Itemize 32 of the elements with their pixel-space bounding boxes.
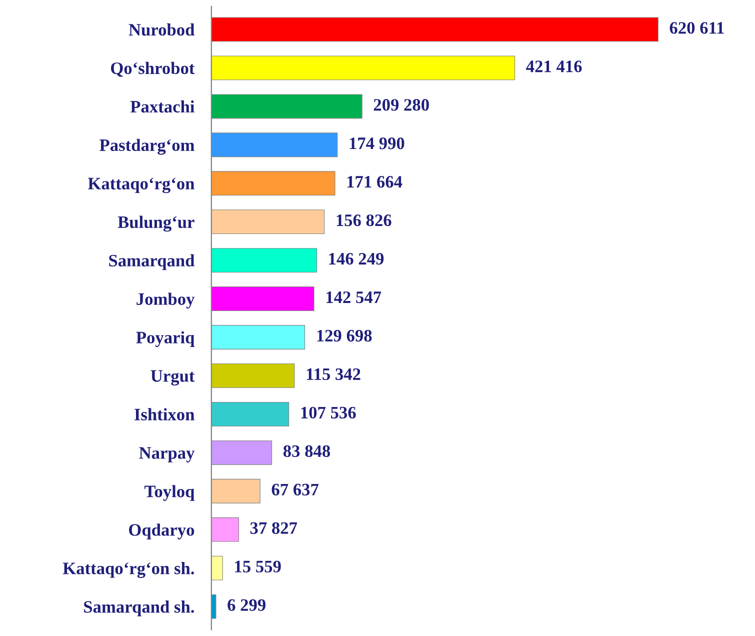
data-label: 129 698 (317, 330, 372, 342)
y-tick-label: Qo‘shrobot (111, 62, 195, 77)
data-label: 6 299 (228, 599, 266, 611)
data-label: 142 547 (326, 291, 382, 304)
y-tick-label: Oqdaryo (129, 524, 194, 540)
y-tick-label: Paxtachi (130, 100, 194, 113)
y-tick-label: Kattaqo‘rg‘on (88, 178, 194, 194)
y-tick-label: Samarqand (109, 254, 195, 270)
y-tick-label: Narpay (139, 447, 195, 462)
data-label: 115 342 (306, 368, 360, 380)
data-label: 67 637 (272, 484, 319, 496)
data-label: 209 280 (374, 99, 429, 111)
y-tick-label: Nurobod (128, 23, 195, 36)
data-label: 174 990 (350, 137, 404, 150)
y-tick-label: Kattaqo‘rg‘on sh. (62, 562, 194, 578)
data-label: 421 416 (526, 60, 582, 72)
y-tick-label: Bulung‘ur (118, 216, 194, 232)
y-tick-label: Ishtixon (134, 408, 194, 420)
y-tick-label: Samarqand sh. (84, 600, 194, 616)
data-label: 620 611 (670, 22, 724, 34)
y-tick-label: Toyloq (144, 485, 195, 501)
data-label: 37 827 (250, 522, 298, 534)
data-label: 15 559 (235, 560, 281, 572)
y-tick-label: Pastdarg‘om (100, 138, 194, 155)
y-tick-label: Poyariq (136, 331, 195, 348)
data-label: 83 848 (283, 445, 330, 458)
data-label: 171 664 (347, 176, 402, 188)
data-label: 146 249 (329, 252, 384, 265)
data-label: 156 826 (336, 214, 392, 226)
y-tick-label: Urgut (150, 370, 195, 386)
y-tick-label: Jomboy (136, 292, 195, 309)
data-label: 107 536 (301, 406, 356, 419)
